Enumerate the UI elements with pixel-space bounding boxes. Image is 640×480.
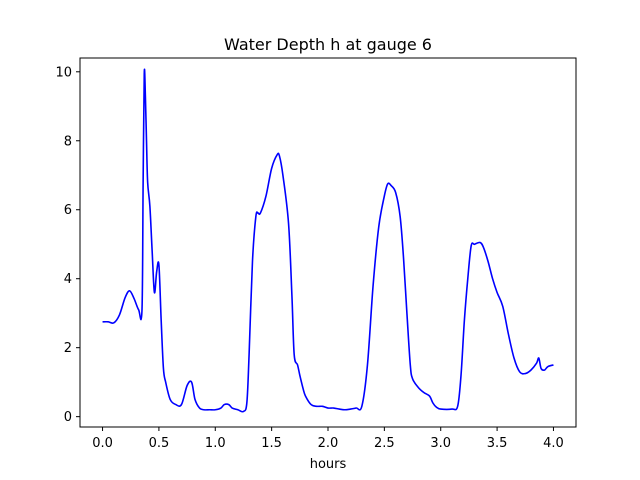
x-tick-label: 0.5 <box>149 436 170 451</box>
x-tick-label: 1.0 <box>205 436 226 451</box>
y-axis: 0 2 4 6 8 10 <box>55 65 80 425</box>
series-layer <box>102 68 554 413</box>
x-tick-label: 3.0 <box>430 436 451 451</box>
y-tick-label: 4 <box>64 272 72 287</box>
series-line <box>102 68 554 413</box>
x-axis-label: hours <box>310 457 347 472</box>
chart-title: Water Depth h at gauge 6 <box>224 35 432 54</box>
y-tick-label: 10 <box>55 65 72 80</box>
x-tick-label: 3.5 <box>487 436 508 451</box>
y-tick-label: 8 <box>64 134 72 149</box>
x-axis: 0.0 0.5 1.0 1.5 2.0 2.5 3.0 3.5 4.0 <box>92 427 564 451</box>
x-tick-label: 2.5 <box>374 436 395 451</box>
y-tick-label: 0 <box>64 410 72 425</box>
x-tick-label: 2.0 <box>318 436 339 451</box>
y-tick-label: 6 <box>64 203 72 218</box>
y-tick-label: 2 <box>64 341 72 356</box>
x-tick-label: 0.0 <box>92 436 113 451</box>
x-tick-label: 1.5 <box>261 436 282 451</box>
x-tick-label: 4.0 <box>543 436 564 451</box>
